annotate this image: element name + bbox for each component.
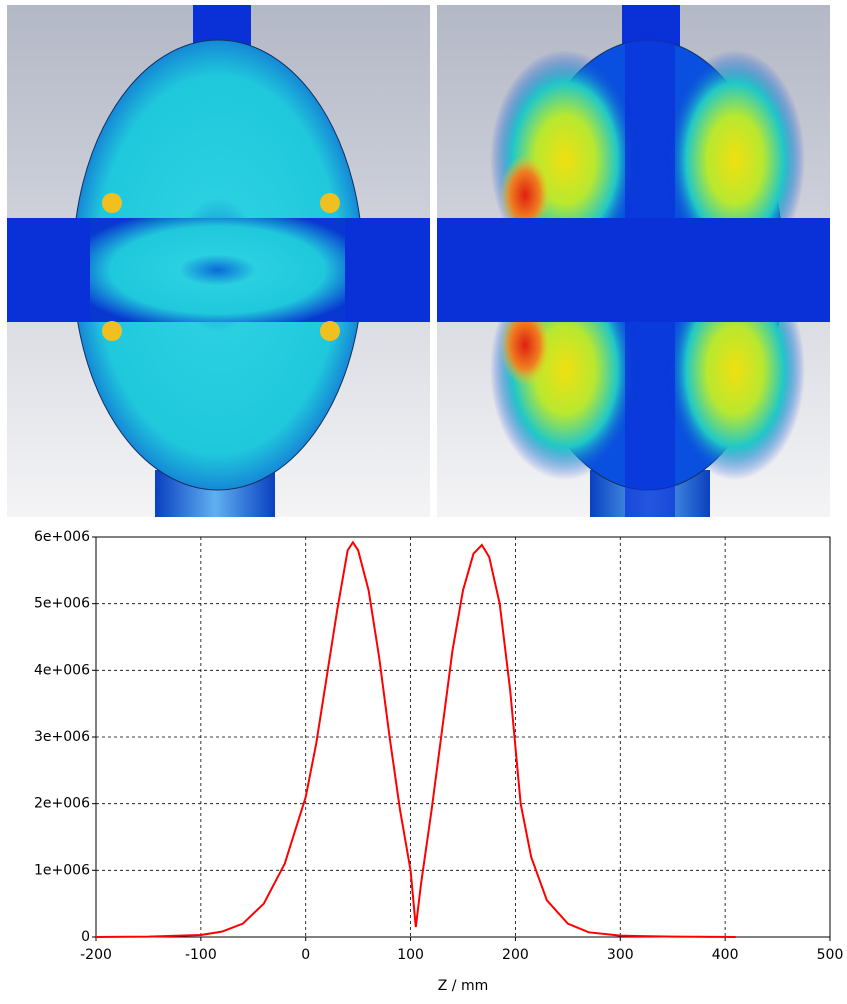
x-tick-label: 300 [607,947,634,963]
y-tick-label: 0 [81,929,90,945]
y-tick-label: 3e+006 [34,729,90,745]
y-tick-label: 4e+006 [34,662,90,678]
x-tick-label: -200 [80,947,112,963]
x-tick-label: 0 [301,947,310,963]
x-tick-label: 200 [502,947,529,963]
field-image-right [437,5,830,517]
x-tick-label: 500 [817,947,844,963]
x-tick-label: -100 [185,947,217,963]
x-axis-label: Z / mm [438,978,488,994]
y-tick-label: 5e+006 [34,596,90,612]
data-line [96,542,736,937]
field-image-left [7,5,430,517]
x-tick-label: 400 [712,947,739,963]
page: Z / mm 0 1e+006 2e+006 3e+006 4e+006 5e+006 6e… [0,0,847,1000]
y-tick-label: 2e+006 [34,796,90,812]
y-tick-label: 6e+006 [34,529,90,545]
y-tick-label: 1e+006 [34,862,90,878]
chart: Z / mm 0 1e+006 2e+006 3e+006 4e+006 5e+006 6e… [0,0,847,1000]
x-tick-label: 100 [397,947,424,963]
